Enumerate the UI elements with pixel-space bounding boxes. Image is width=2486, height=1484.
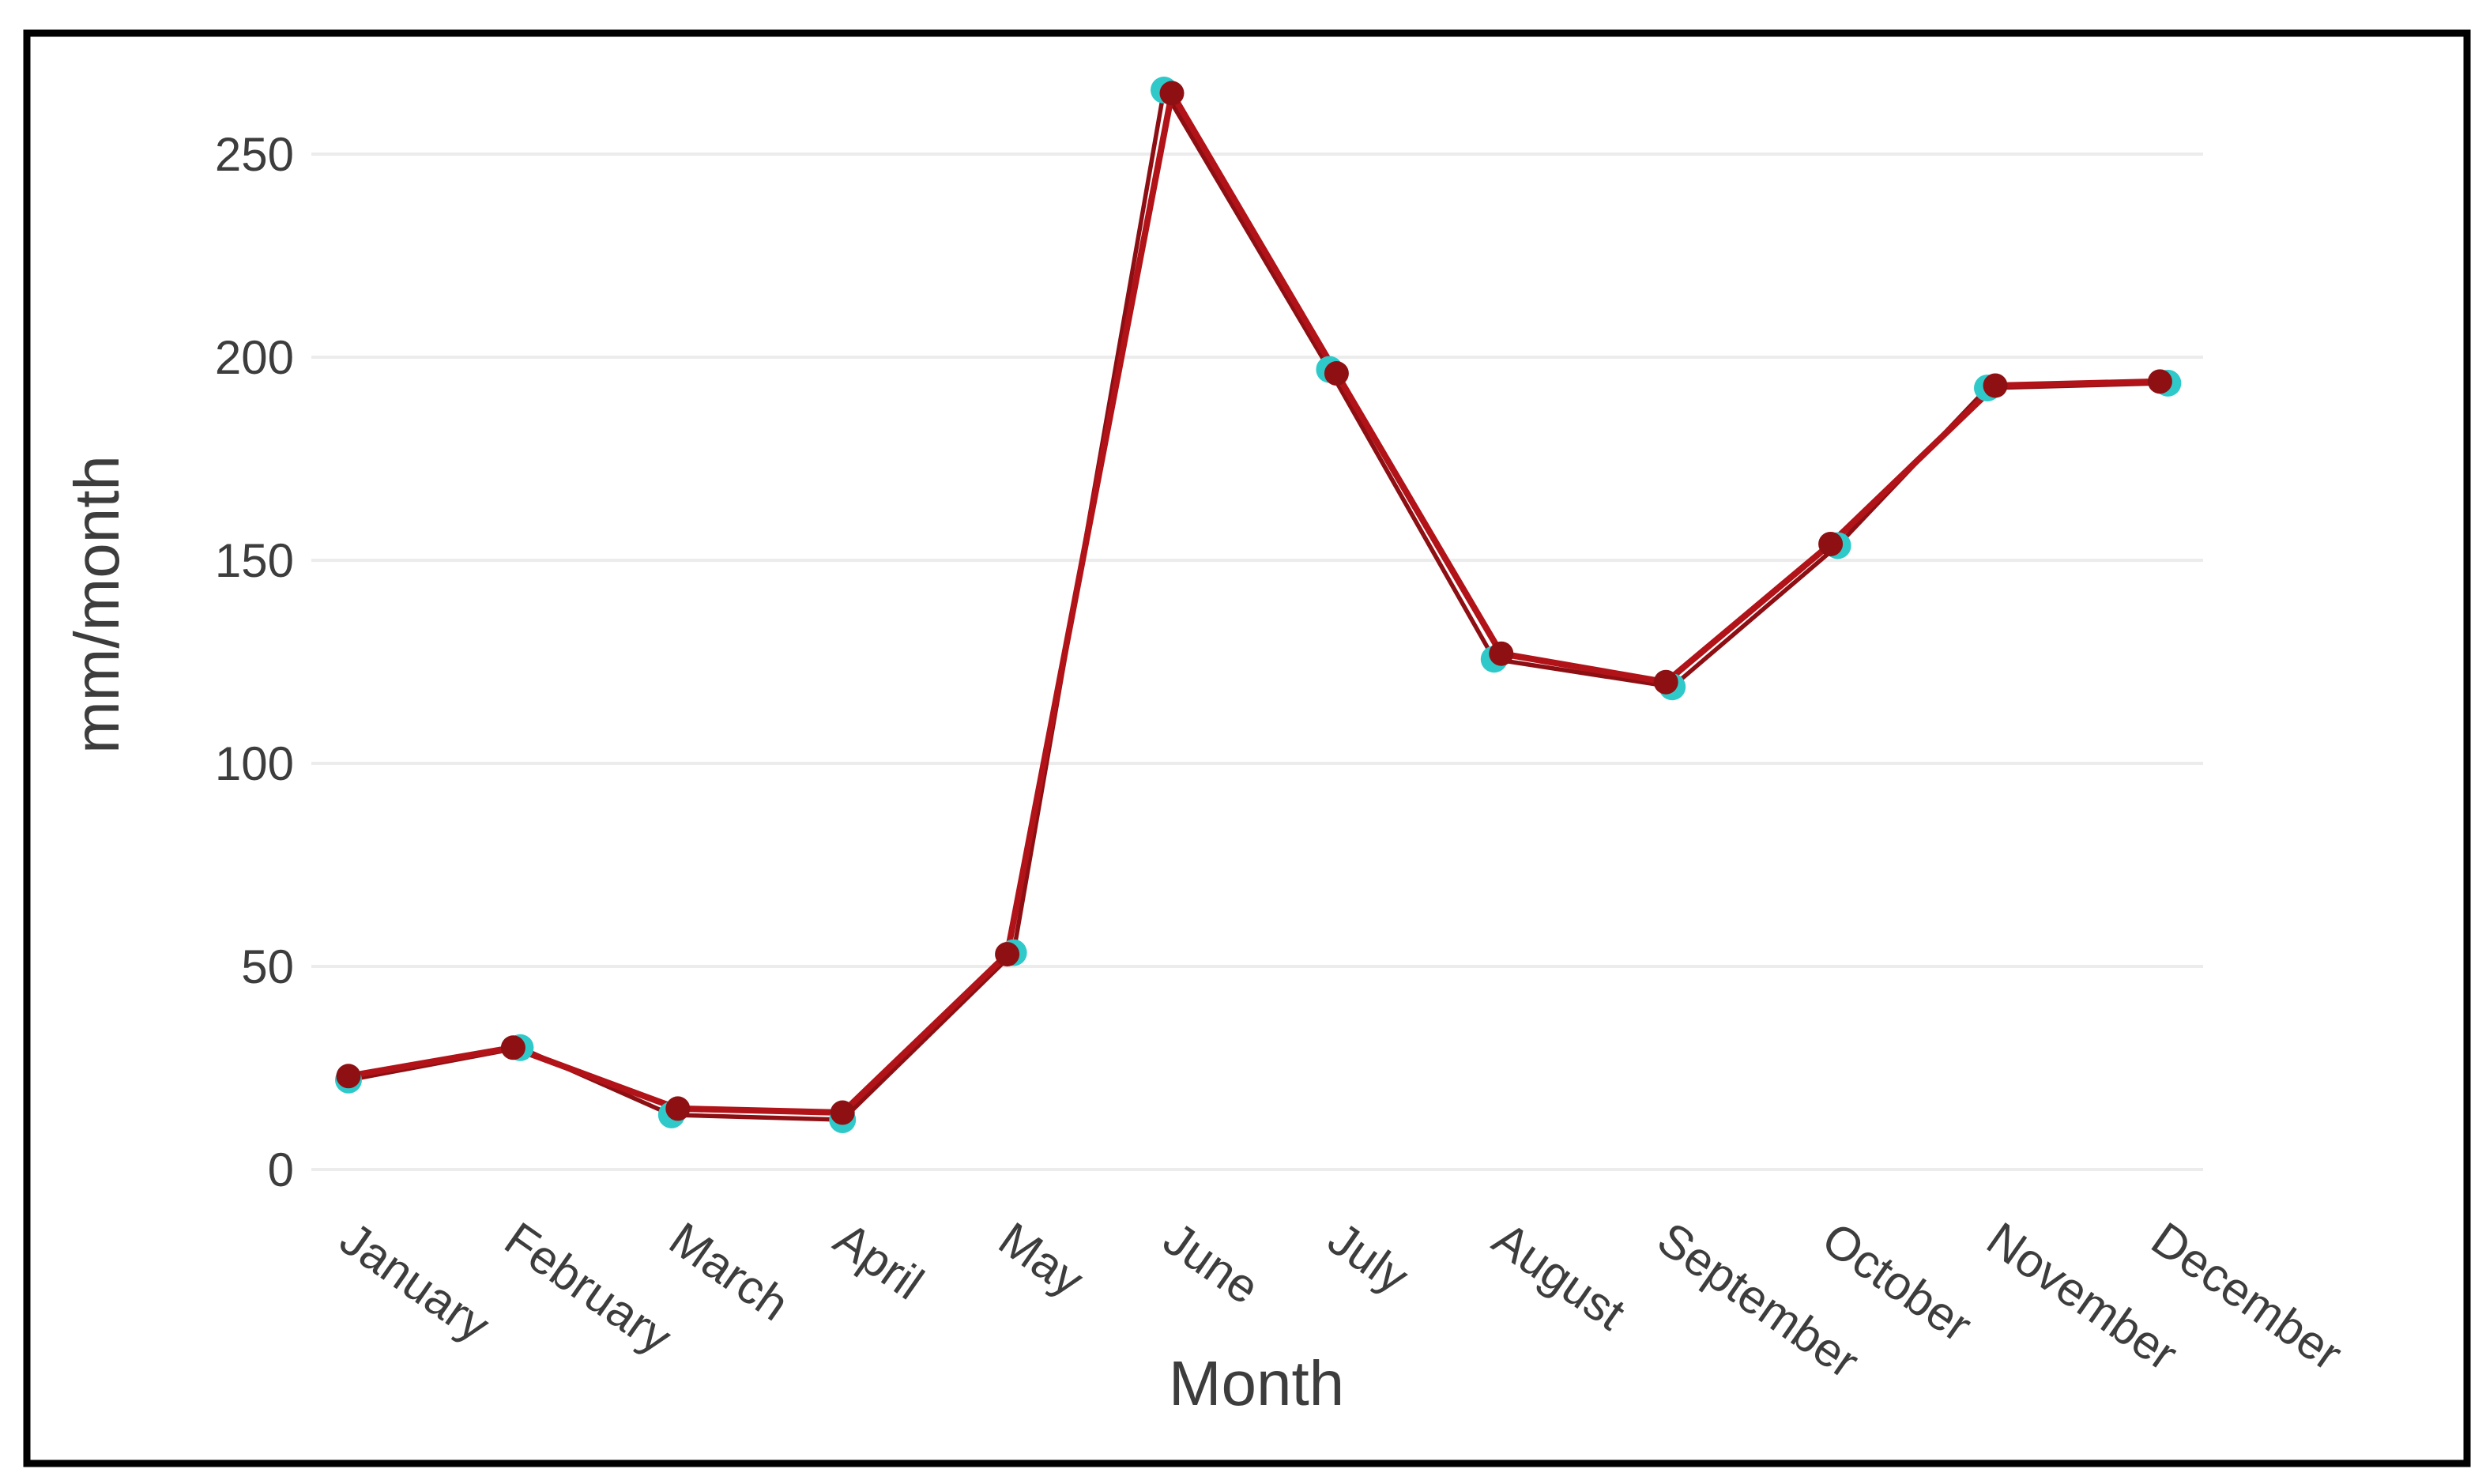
- data-point-april: [830, 1100, 855, 1125]
- y-axis-title: mm/month: [62, 455, 132, 754]
- data-point-june: [1159, 81, 1185, 106]
- x-axis-title: Month: [1169, 1348, 1344, 1418]
- rainfall-line: [345, 89, 2164, 1116]
- data-point-july: [1324, 361, 1349, 386]
- y-tick-100: 100: [215, 737, 294, 790]
- y-tick-200: 200: [215, 331, 294, 384]
- gridlines: [311, 153, 2203, 1171]
- underlay-line: [346, 88, 2171, 1122]
- data-point-march: [665, 1096, 691, 1121]
- data-point-november: [1983, 373, 2008, 398]
- y-tick-250: 250: [215, 128, 294, 181]
- figure-border: [23, 29, 2471, 1467]
- data-point-january: [336, 1064, 361, 1089]
- data-point-may: [995, 942, 1020, 967]
- data-point-august: [1489, 641, 1514, 666]
- y-axis-tick-labels: 0 50 100 150 200 250: [215, 128, 294, 1196]
- data-point-february: [500, 1035, 525, 1060]
- data-traces: [335, 76, 2182, 1134]
- data-point-december: [2147, 369, 2172, 394]
- y-tick-0: 0: [268, 1143, 294, 1196]
- y-tick-50: 50: [241, 940, 294, 993]
- y-tick-150: 150: [215, 534, 294, 587]
- data-point-october: [1818, 531, 1844, 556]
- data-point-september: [1653, 669, 1678, 695]
